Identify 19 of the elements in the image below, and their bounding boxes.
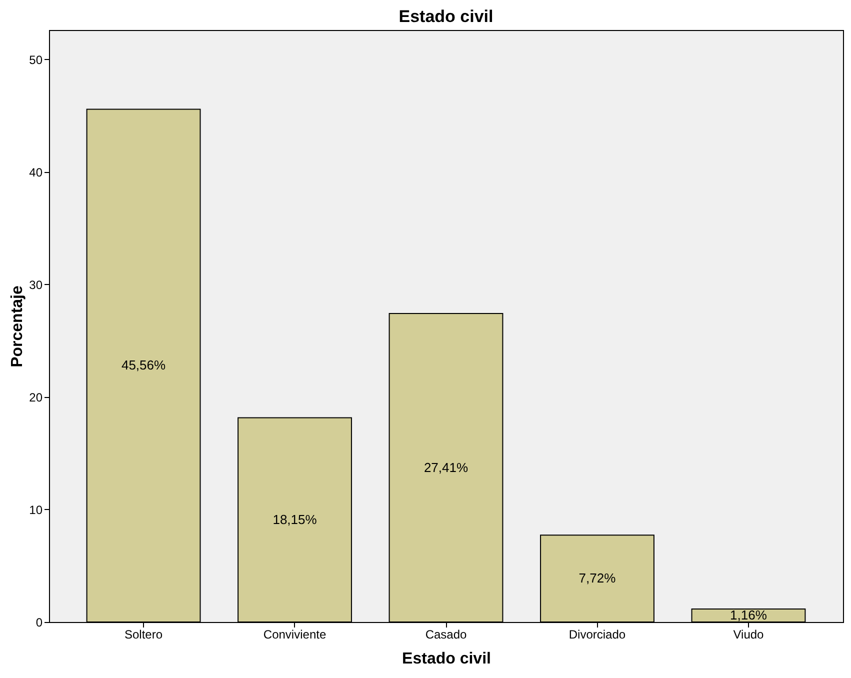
y-tick-label: 50 xyxy=(29,52,43,67)
data-label: 7,72% xyxy=(578,570,616,586)
x-tick-label: Conviviente xyxy=(263,628,326,642)
x-tick-label: Viudo xyxy=(733,628,764,642)
data-label: 45,56% xyxy=(121,358,166,373)
x-tick-label: Casado xyxy=(425,628,467,642)
x-tick-label: Soltero xyxy=(124,628,163,642)
data-label: 27,41% xyxy=(424,460,468,475)
data-label: 1,16% xyxy=(730,607,768,622)
chart-title: Estado civil xyxy=(398,7,494,26)
y-tick-label: 10 xyxy=(29,502,43,517)
y-tick-label: 30 xyxy=(29,278,43,292)
y-axis-title: Porcentaje xyxy=(9,285,26,368)
data-label: 18,15% xyxy=(272,512,318,527)
x-axis-title: Estado civil xyxy=(402,650,491,668)
y-tick-label: 20 xyxy=(29,390,43,404)
y-tick-label: 40 xyxy=(29,165,43,180)
y-tick-label: 0 xyxy=(36,616,43,630)
x-tick-label: Divorciado xyxy=(568,628,626,642)
